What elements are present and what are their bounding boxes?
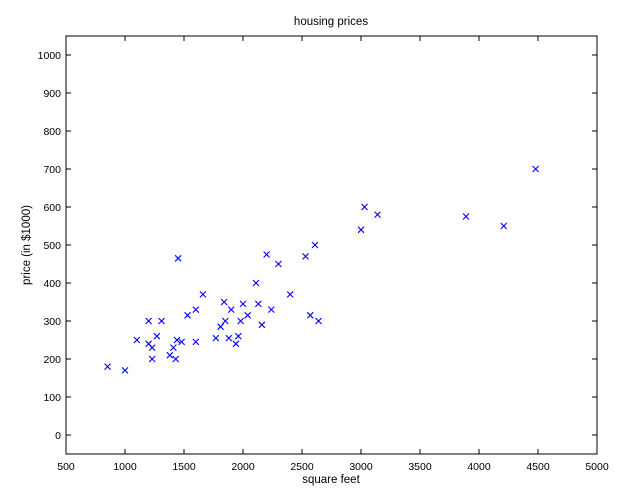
data-point (311, 241, 319, 249)
y-tick-label: 700 (43, 164, 61, 176)
data-point (267, 306, 275, 313)
data-point (258, 321, 266, 329)
chart-title: housing prices (294, 16, 368, 28)
data-point (225, 334, 233, 342)
data-point (184, 311, 191, 319)
data-point (199, 291, 207, 298)
data-point (239, 300, 247, 308)
data-point (178, 338, 186, 346)
x-tick-label: 1500 (172, 461, 196, 473)
x-tick-label: 4500 (526, 461, 550, 473)
data-point (148, 344, 156, 351)
y-tick-label: 500 (43, 240, 61, 252)
data-point (315, 317, 322, 325)
data-point (361, 203, 368, 211)
data-point (302, 253, 309, 260)
data-point (192, 338, 200, 346)
x-tick-label: 500 (57, 461, 75, 473)
data-point (286, 291, 294, 298)
data-point (158, 317, 165, 325)
data-point (254, 300, 262, 308)
y-tick-label: 600 (43, 202, 61, 214)
data-points (104, 165, 540, 374)
data-point (172, 355, 180, 363)
data-point (263, 251, 270, 258)
data-point (306, 311, 314, 319)
data-point (244, 311, 252, 319)
data-point (275, 260, 282, 268)
data-point (217, 323, 224, 331)
data-point (121, 367, 129, 374)
x-tick-label: 2000 (231, 461, 255, 473)
data-point (237, 317, 245, 325)
data-point (232, 340, 240, 348)
data-point (220, 298, 228, 306)
data-point (192, 306, 200, 313)
data-point (148, 355, 156, 363)
data-point (227, 306, 235, 313)
data-point (234, 332, 242, 340)
y-tick-label: 200 (43, 354, 61, 366)
data-point (169, 344, 177, 351)
x-tick-label: 3000 (349, 461, 373, 473)
data-point (133, 336, 141, 344)
data-point (104, 363, 111, 370)
x-tick-label: 5000 (585, 461, 609, 473)
data-point (252, 279, 260, 287)
data-point (174, 254, 182, 262)
x-axis-label: square feet (302, 474, 360, 486)
data-point (212, 334, 220, 342)
y-tick-label: 300 (43, 316, 61, 328)
y-tick-label: 100 (43, 392, 61, 404)
data-point (145, 317, 152, 325)
y-tick-label: 1000 (38, 50, 62, 62)
data-point (357, 226, 365, 234)
y-axis-label: price (in $1000) (21, 205, 33, 285)
x-tick-label: 4000 (467, 461, 491, 473)
data-point (221, 317, 229, 325)
data-point (462, 213, 470, 220)
y-tick-label: 0 (55, 430, 61, 442)
data-point (153, 332, 161, 340)
x-tick-label: 1000 (113, 461, 137, 473)
x-axis-ticks: 500 1000 1500 2000 2500 3000 3500 4000 4500 5000 (57, 36, 609, 473)
data-point (173, 336, 181, 344)
y-axis-ticks: 0 100 200 300 400 500 600 700 800 900 1000 (38, 50, 597, 442)
x-tick-label: 2500 (290, 461, 314, 473)
data-point (374, 211, 381, 218)
data-point (532, 165, 540, 173)
y-tick-label: 400 (43, 278, 61, 290)
x-tick-label: 3500 (408, 461, 432, 473)
y-tick-label: 800 (43, 126, 61, 138)
data-point (500, 222, 508, 230)
data-point (166, 351, 174, 359)
y-tick-label: 900 (43, 88, 61, 100)
